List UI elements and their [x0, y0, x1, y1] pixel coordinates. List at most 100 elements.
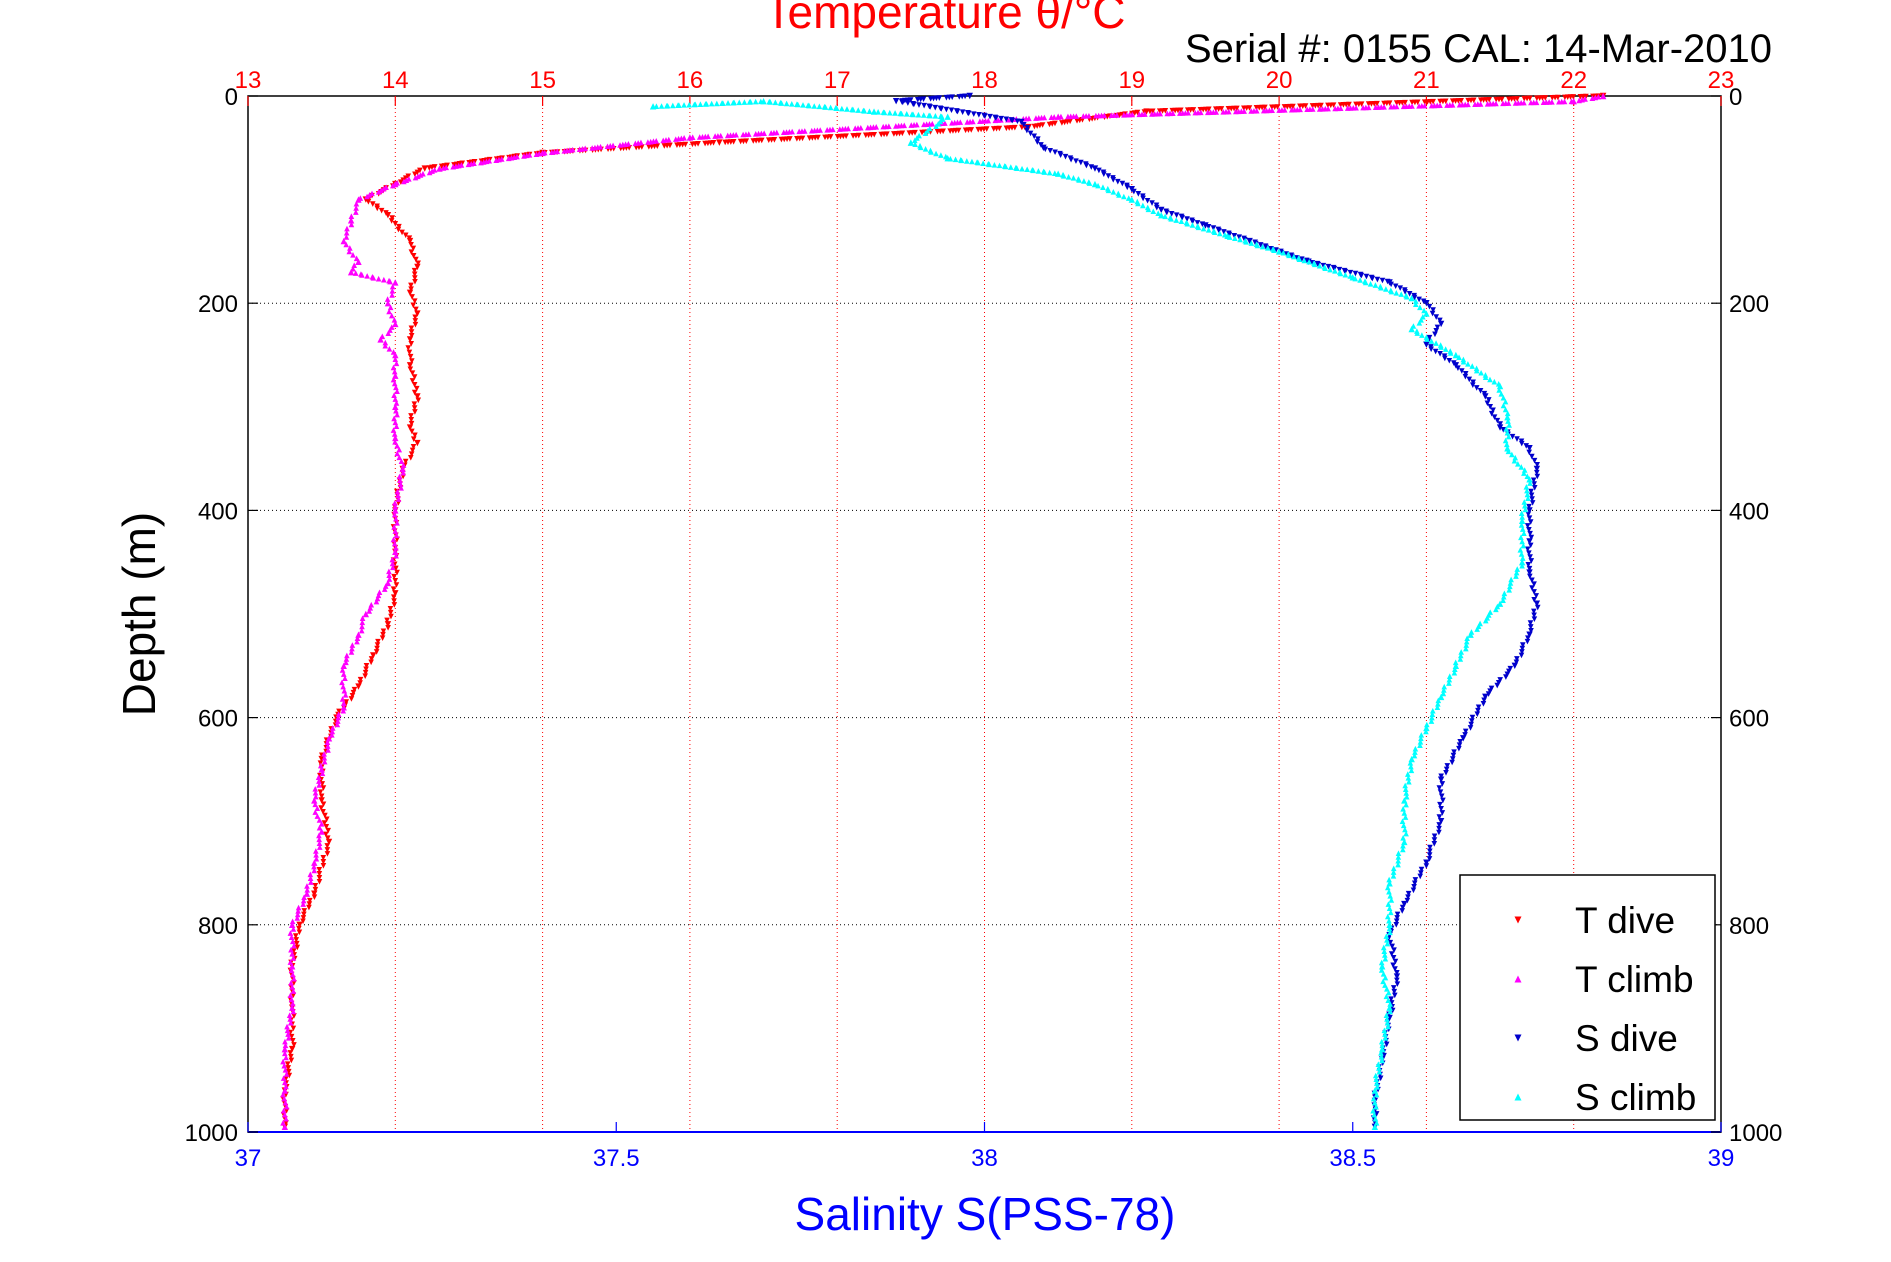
data-point-trace — [1446, 676, 1453, 683]
data-point-trace — [1414, 330, 1421, 336]
data-point-trace — [306, 904, 312, 911]
data-point-trace — [300, 901, 307, 907]
data-point-trace — [1513, 659, 1520, 666]
data-point-trace — [282, 1042, 289, 1049]
data-point-trace — [312, 882, 319, 889]
data-point-trace — [1512, 100, 1519, 106]
data-point-trace — [1470, 382, 1476, 388]
data-point-trace — [702, 140, 708, 147]
data-point-trace — [1390, 985, 1397, 991]
data-point-trace — [394, 488, 401, 495]
data-point-trace — [357, 676, 364, 683]
data-point-trace — [1468, 721, 1474, 728]
data-point — [944, 113, 951, 120]
data-point-trace — [393, 407, 399, 414]
data-point-trace — [1370, 1107, 1376, 1114]
data-point-trace — [1421, 99, 1428, 105]
data-point-trace — [1528, 99, 1534, 106]
data-point-trace — [1296, 256, 1303, 262]
data-point — [1128, 196, 1135, 203]
data-point-trace — [1418, 870, 1424, 876]
data-point-trace — [1149, 111, 1155, 117]
data-point-trace — [283, 1115, 289, 1122]
data-point-trace — [1430, 307, 1436, 313]
data-point-trace — [408, 413, 414, 419]
data-point-trace — [970, 111, 977, 117]
data-point-trace — [1378, 1053, 1385, 1060]
data-point-trace — [324, 743, 331, 749]
data-point-trace — [288, 946, 294, 953]
data-point-trace — [1475, 704, 1482, 711]
data-point-trace — [393, 384, 399, 391]
data-point-trace — [1474, 711, 1481, 717]
data-point-trace — [1393, 100, 1400, 106]
data-point-trace — [1327, 266, 1333, 273]
data-point-trace — [1390, 869, 1397, 875]
data-point-trace — [1376, 1068, 1383, 1075]
data-point-trace — [342, 692, 349, 698]
data-point-trace — [1014, 165, 1020, 171]
data-point-trace — [1440, 797, 1446, 804]
data-point-trace — [1226, 234, 1233, 240]
data-point-trace — [1494, 417, 1501, 424]
data-point-trace — [280, 1091, 286, 1098]
data-point-trace — [1156, 108, 1163, 114]
data-point-trace — [1418, 732, 1425, 738]
data-point-trace — [391, 602, 398, 608]
data-point-trace — [990, 126, 997, 132]
data-point-trace — [811, 103, 818, 109]
data-point-trace — [672, 136, 679, 142]
data-point-trace — [1046, 169, 1053, 176]
data-point-trace — [676, 102, 682, 108]
data-point-trace — [339, 696, 346, 702]
data-point-trace — [1116, 192, 1122, 198]
data-point-trace — [1189, 218, 1196, 225]
data-point-trace — [1446, 357, 1453, 364]
data-point-trace — [1124, 184, 1131, 191]
data-point-trace — [1511, 457, 1518, 464]
data-point-trace — [1512, 454, 1519, 461]
data-point-trace — [1460, 358, 1467, 365]
data-point-trace — [1093, 112, 1099, 119]
depth-tick-label-right: 400 — [1729, 498, 1769, 525]
data-point-trace — [1451, 669, 1458, 676]
depth-tick-label-right: 1000 — [1729, 1120, 1782, 1147]
data-point-trace — [412, 278, 418, 285]
depth-tick-label-left: 400 — [198, 498, 238, 525]
data-point-trace — [975, 126, 982, 133]
data-point-trace — [916, 102, 922, 108]
data-point-trace — [412, 171, 418, 178]
data-point-trace — [725, 100, 731, 106]
data-point-trace — [1065, 174, 1072, 180]
data-point-trace — [363, 666, 369, 673]
data-point-trace — [374, 642, 381, 648]
data-point-trace — [1504, 410, 1511, 417]
data-point-trace — [1400, 103, 1407, 110]
data-point-trace — [778, 100, 785, 106]
data-point-trace — [386, 568, 392, 575]
data-point — [1054, 170, 1062, 177]
data-point-trace — [1074, 118, 1080, 124]
data-point-trace — [933, 123, 939, 129]
data-point-trace — [1400, 822, 1407, 829]
data-point-trace — [1482, 374, 1489, 380]
data-point — [288, 963, 296, 970]
data-point-trace — [1325, 263, 1332, 270]
data-point-trace — [400, 469, 406, 476]
data-point-trace — [1508, 576, 1514, 583]
data-point-trace — [1431, 841, 1438, 847]
data-point-trace — [1385, 901, 1392, 907]
data-point-trace — [1436, 825, 1442, 832]
data-point-trace — [1519, 538, 1525, 545]
data-point-trace — [1372, 282, 1379, 288]
data-point — [1423, 341, 1430, 348]
data-point — [1393, 973, 1401, 980]
data-point-trace — [1485, 691, 1492, 697]
data-point-trace — [282, 1079, 288, 1086]
legend[interactable]: T dive T climb S dive S climb — [1459, 874, 1716, 1121]
data-point-trace — [1473, 385, 1480, 391]
serial-caption: Serial #: 0155 CAL: 14-Mar-2010 — [1185, 27, 1772, 71]
data-point-trace — [1386, 905, 1393, 912]
data-point-trace — [393, 360, 400, 367]
data-point — [1158, 206, 1165, 214]
